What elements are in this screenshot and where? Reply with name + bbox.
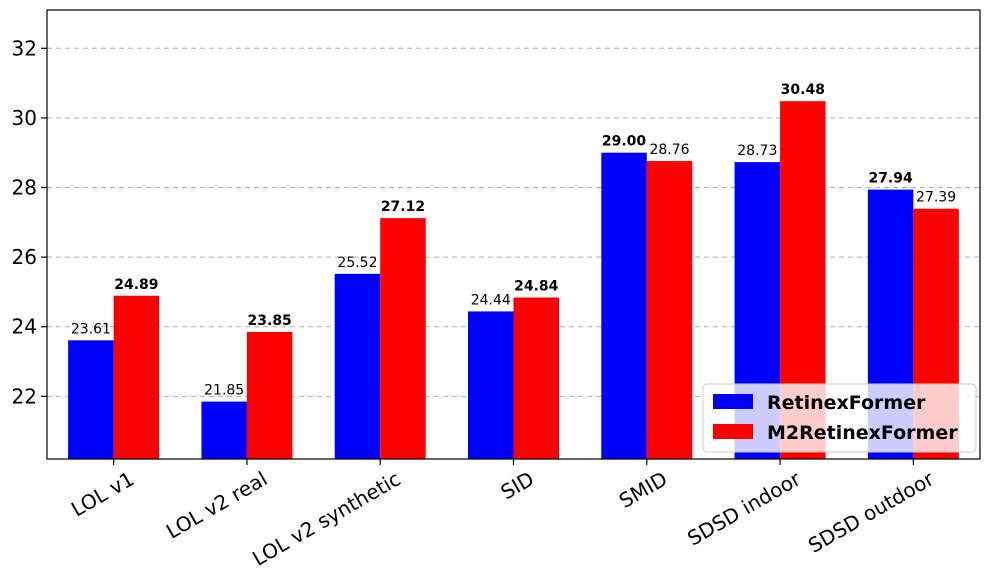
data-label: 27.39 bbox=[916, 190, 956, 206]
legend-box bbox=[702, 383, 977, 453]
x-tick-label: SDSD outdoor bbox=[804, 466, 939, 558]
x-tick-label: SID bbox=[497, 467, 538, 505]
data-label: 27.12 bbox=[381, 199, 425, 215]
data-label: 21.85 bbox=[204, 383, 244, 399]
legend-label: RetinexFormer bbox=[767, 392, 926, 414]
y-tick-label: 28 bbox=[12, 176, 37, 200]
y-tick-label: 24 bbox=[12, 315, 37, 339]
data-label: 27.94 bbox=[868, 171, 913, 187]
x-tick-label: LOL v1 bbox=[67, 467, 138, 522]
data-label: 23.61 bbox=[71, 321, 111, 337]
legend-swatch bbox=[713, 394, 753, 409]
x-tick-label: LOL v2 synthetic bbox=[248, 467, 404, 571]
data-label: 28.76 bbox=[649, 142, 689, 158]
y-tick-label: 26 bbox=[12, 245, 37, 269]
data-label: 28.73 bbox=[737, 143, 777, 159]
x-tick-label: LOL v2 real bbox=[162, 467, 271, 544]
legend-swatch bbox=[713, 424, 753, 439]
y-tick-label: 32 bbox=[12, 36, 37, 60]
bar bbox=[201, 401, 247, 459]
bar bbox=[468, 311, 514, 459]
bar bbox=[246, 331, 293, 459]
bar bbox=[513, 297, 559, 459]
data-label: 24.84 bbox=[514, 278, 559, 294]
y-tick-label: 22 bbox=[12, 384, 37, 408]
y-tick-label: 30 bbox=[12, 106, 37, 130]
bar bbox=[380, 218, 426, 459]
data-label: 25.52 bbox=[337, 255, 377, 271]
bar bbox=[334, 273, 381, 459]
data-label: 23.85 bbox=[248, 313, 292, 329]
data-labels-layer: 23.61 24.89 21.85 23.85 25.52 27.12 24.4424.84… bbox=[71, 82, 956, 398]
bar bbox=[68, 340, 114, 459]
legend: RetinexFormer M2RetinexFormer bbox=[702, 383, 977, 453]
x-tick-label: SMID bbox=[615, 467, 671, 513]
bar bbox=[646, 161, 693, 460]
data-label: 29.00 bbox=[602, 134, 647, 150]
bar bbox=[601, 152, 647, 459]
y-axis: 22 24 26 28 30 32 bbox=[12, 36, 47, 408]
data-label: 24.89 bbox=[114, 277, 158, 293]
legend-label: M2RetinexFormer bbox=[767, 422, 958, 444]
x-tick-label: SDSD indoor bbox=[683, 466, 805, 550]
data-label: 24.44 bbox=[471, 292, 511, 308]
bar bbox=[113, 295, 160, 459]
data-label: 30.48 bbox=[781, 82, 825, 98]
